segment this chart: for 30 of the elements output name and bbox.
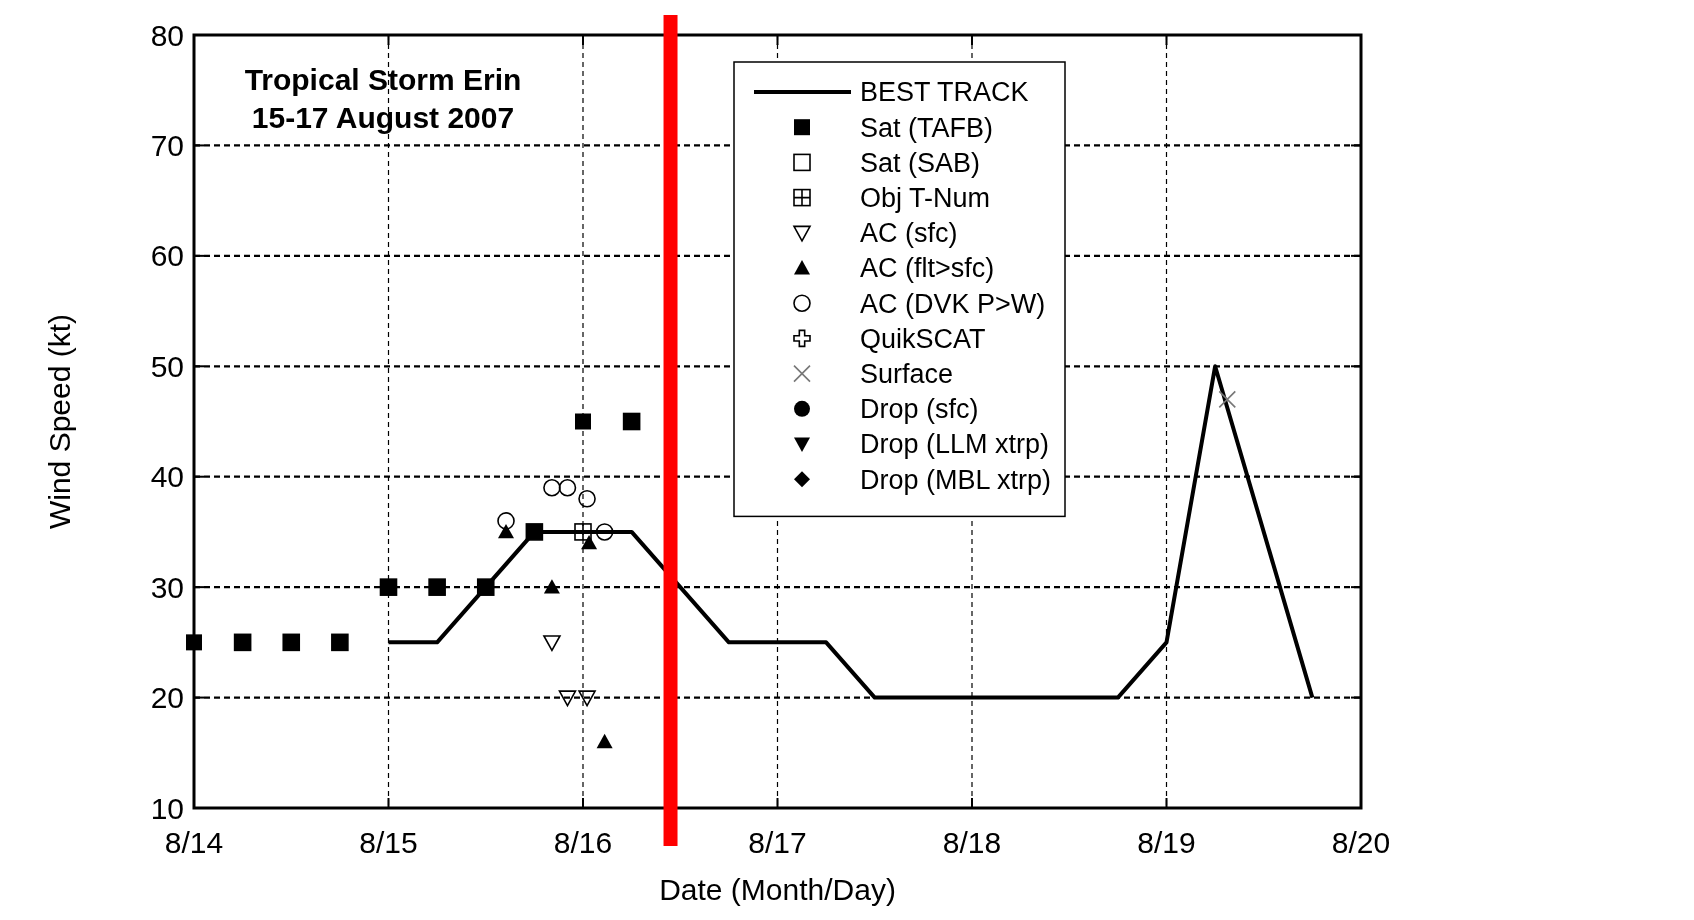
y-tick-label: 40 <box>150 460 184 494</box>
y-tick-label: 60 <box>150 239 184 273</box>
legend-label: Drop (MBL xtrp) <box>860 464 1052 495</box>
text: Tropical Storm Erin 15-17 August 2007 <box>244 63 522 134</box>
y-tick-label: 50 <box>150 349 184 383</box>
legend-label: Drop (sfc) <box>860 394 979 425</box>
x-tick-label: 8/19 <box>1137 826 1196 859</box>
legend-label: AC (sfc) <box>860 218 958 249</box>
y-tick-label: 30 <box>150 570 184 604</box>
legend-label: Sat (TAFB) <box>860 112 994 143</box>
x-tick-label: 8/17 <box>748 826 807 859</box>
legend-label: Obj T-Num <box>860 183 991 214</box>
legend-label: Sat (SAB) <box>860 147 981 178</box>
x-tick-label: 8/14 <box>164 826 224 859</box>
x-tick-label: 8/16 <box>553 826 613 859</box>
y-tick-label: 20 <box>150 681 184 715</box>
y-axis-title: Wind Speed (kt) <box>43 313 76 530</box>
legend-label: AC (flt>sfc) <box>860 253 995 284</box>
legend-label: Drop (LLM xtrp) <box>860 429 1050 460</box>
x-tick-label: 8/20 <box>1331 826 1391 859</box>
legend-label: QuikSCAT <box>860 323 986 354</box>
y-tick-label: 70 <box>150 128 184 162</box>
x-axis-title: Date (Month/Day) <box>659 873 896 906</box>
x-tick-label: 8/18 <box>942 826 1002 859</box>
legend-label: BEST TRACK <box>860 77 1029 108</box>
x-tick-label: 8/15 <box>359 826 418 859</box>
y-tick-label: 80 <box>150 18 184 52</box>
legend-label: Surface <box>860 359 954 390</box>
y-tick-label: 10 <box>150 791 184 825</box>
legend-label: AC (DVK P>W) <box>860 288 1046 319</box>
